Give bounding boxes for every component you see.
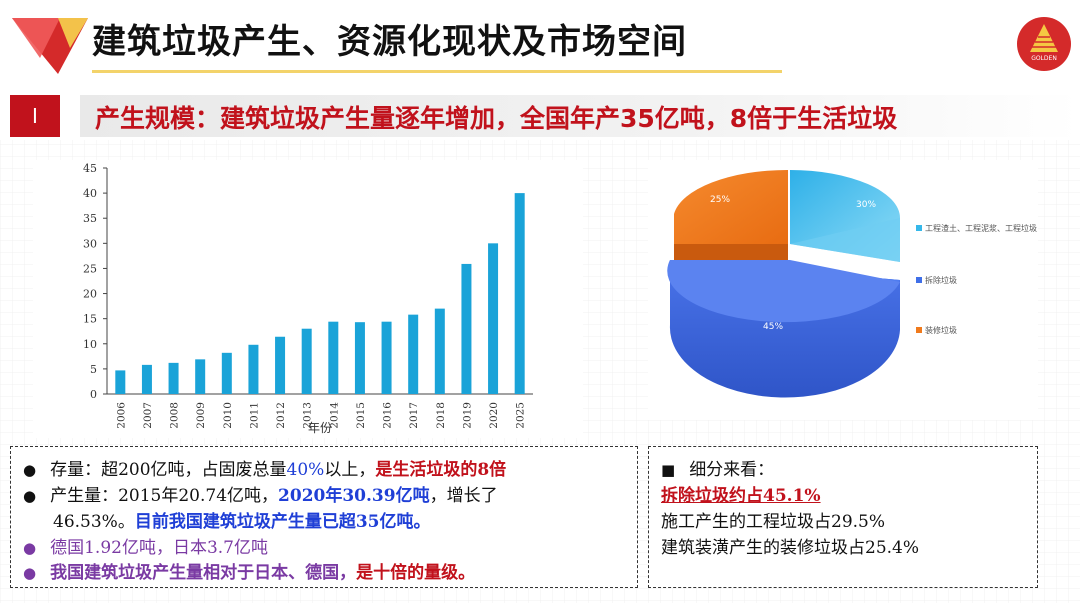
y-tick-label: 10 [83,338,97,351]
note-right-4: 建筑装潢产生的装修垃圾占25.4% [661,538,920,558]
bullet-icon: ● [23,539,37,557]
x-tick-label: 2009 [195,402,207,429]
logo-text: GOLDEN [1031,55,1057,62]
x-tick-label: 2010 [222,402,234,429]
note-left-2: ● 产生量：2015年20.74亿吨，2020年30.39亿吨，增长了 [23,486,498,506]
x-tick-label: 2017 [408,402,420,429]
notes-left-box: ● 存量：超200亿吨，占固废总量40%以上，是生活垃圾的8倍 ● 产生量：2015… [10,446,638,588]
pie-data-label-2: 25% [710,195,730,205]
pie-slice-0-side [790,218,900,262]
bar-2011 [248,344,259,394]
y-tick-label: 35 [83,212,97,225]
legend-label-0: 工程渣土、工程泥浆、工程垃圾 [925,224,1037,233]
x-tick-label: 2019 [461,402,473,429]
bar-2020 [488,243,499,394]
bar-chart-panel: 0 5 10 15 20 25 30 35 40 45 2006 2007 2008 2009 2010 20… [33,160,583,438]
bar-2016 [381,321,392,394]
bar-2010 [221,352,232,394]
bar-2019 [461,263,472,394]
legend-swatch-0 [916,225,922,231]
page-title: 建筑垃圾产生、资源化现状及市场空间 [92,22,687,62]
x-axis-label: 年份 [308,421,332,435]
note-left-5: ● 我国建筑垃圾产生量相对于日本、德国，是十倍的量级。 [23,563,476,583]
notes-right-box: ■ 细分来看： 拆除垃圾约占45.1% 施工产生的工程垃圾占29.5% 建筑装潢产… [648,446,1038,588]
bar-2015 [354,322,365,394]
y-tick-label: 45 [83,162,97,175]
note-right-2: 拆除垃圾约占45.1% [661,486,821,506]
x-tick-label: 2014 [328,402,340,429]
y-tick-label: 25 [83,262,97,275]
bar-2012 [275,336,286,394]
x-tick-label: 2018 [435,402,447,429]
x-tick-label: 2013 [302,402,314,429]
legend-label-2: 装修垃圾 [925,326,957,335]
x-tick-label: 2012 [275,402,287,429]
y-tick-label: 30 [83,237,97,250]
golden-logo: GOLDEN [1016,16,1072,72]
bar-2017 [408,314,419,394]
bullet-icon: ● [23,487,37,505]
pie-slice-2 [674,169,788,244]
note-left-1: ● 存量：超200亿吨，占固废总量40%以上，是生活垃圾的8倍 [23,460,507,480]
bar-2006 [115,370,126,394]
bar-2007 [141,364,152,394]
x-tick-label: 2025 [515,402,527,429]
bar-2014 [328,321,339,394]
y-tick-label: 5 [90,363,97,376]
x-tick-label: 2011 [248,402,260,429]
note-left-3: 46.53%。目前我国建筑垃圾产生量已超35亿吨。 [53,512,431,532]
note-left-4: ● 德国1.92亿吨，日本3.7亿吨 [23,538,268,558]
title-underline [92,70,782,73]
pie-chart: 30% 25% 45% [667,169,900,398]
section-bar [80,95,1080,137]
bar-2025 [514,193,525,394]
bar-2013 [301,328,312,394]
pie-data-label-0: 30% [856,200,876,210]
bullet-icon: ● [23,461,37,479]
x-tick-label: 2016 [382,402,394,429]
bar-2009 [195,359,206,394]
note-right-1: ■ 细分来看： [661,460,775,480]
pie-slice-2-side [674,244,788,260]
legend-label-1: 拆除垃圾 [925,276,957,285]
note-right-3: 施工产生的工程垃圾占29.5% [661,512,886,532]
y-tick-label: 0 [90,388,97,401]
legend-swatch-2 [916,327,922,333]
section-number: I [10,95,60,137]
square-bullet-icon: ■ [661,461,676,479]
y-tick-label: 15 [83,313,97,326]
pie-data-label-1: 45% [763,322,783,332]
x-tick-label: 2006 [115,402,127,429]
legend-swatch-1 [916,277,922,283]
x-tick-label: 2020 [488,402,500,429]
golden-pyramid-icon [1017,17,1071,71]
x-tick-label: 2008 [169,402,181,429]
y-tick-label: 40 [83,187,97,200]
bar-2018 [434,308,445,394]
x-tick-label: 2007 [142,402,154,429]
bullet-icon: ● [23,564,37,582]
bar-2008 [168,362,179,394]
pie-slice-1-top [667,260,900,323]
section-title: 产生规模：建筑垃圾产生量逐年增加，全国年产35亿吨，8倍于生活垃圾 [95,104,898,133]
x-tick-label: 2015 [355,402,367,429]
brand-triangle-icon [12,18,88,74]
pie-chart-panel: 30% 25% 45% 工程渣土、工程泥浆、工程垃圾 拆除垃圾 装修垃圾 [648,160,1038,420]
y-tick-label: 20 [83,288,97,301]
